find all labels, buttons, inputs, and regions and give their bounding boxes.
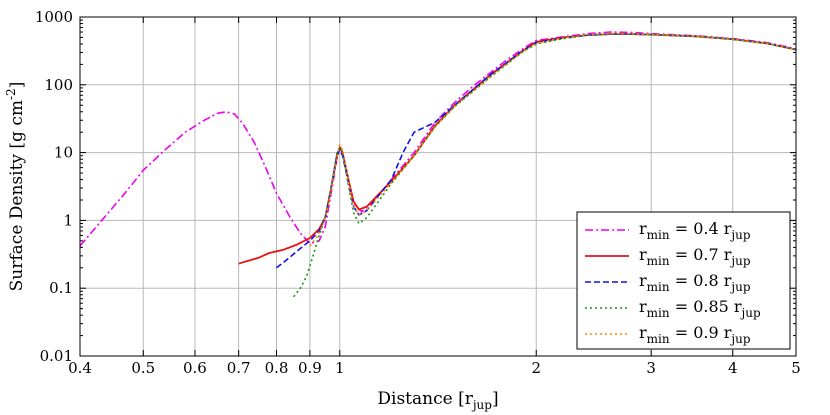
x-tick-label: 0.6 xyxy=(183,359,207,377)
y-axis-title: Surface Density [g cm-2] xyxy=(4,82,27,292)
legend-label-sub: min xyxy=(647,332,670,346)
series-lines xyxy=(79,31,797,298)
x-axis-title-sub: jup xyxy=(471,398,492,412)
legend-label-2: rmin = 0.7 rjup xyxy=(639,245,751,268)
x-tick-label: 0.9 xyxy=(298,359,322,377)
legend-label-sub2: jup xyxy=(729,254,750,268)
legend-label-5: rmin = 0.9 rjup xyxy=(639,323,751,346)
x-axis-title-base: Distance [r xyxy=(377,389,473,409)
legend-label-sub: min xyxy=(647,228,670,242)
series-line-5 xyxy=(309,32,797,247)
axis-ticks: 0.4 0.5 0.6 0.7 0.8 0.9 1 2 3 4 5 0.01 0.1 1 10 100 1000 xyxy=(35,8,801,377)
y-tick-label: 0.1 xyxy=(49,279,73,297)
y-axis-title-end: ] xyxy=(7,82,27,89)
legend-box xyxy=(576,211,791,350)
y-tick-label: 0.01 xyxy=(40,347,73,365)
legend-label-base: r xyxy=(639,219,647,238)
y-tick-label: 1 xyxy=(63,211,73,229)
legend-label-mid: = 0.9 r xyxy=(670,323,732,342)
legend-label-mid: = 0.7 r xyxy=(670,245,732,264)
x-axis-title-end: ] xyxy=(492,389,499,409)
legend-label-base: r xyxy=(639,245,647,264)
y-axis-title-sup: -2 xyxy=(4,88,18,100)
legend-label-sub2: jup xyxy=(740,306,761,320)
series-line-4 xyxy=(293,33,797,298)
legend-label-sub2: jup xyxy=(729,280,750,294)
legend-label-mid: = 0.85 r xyxy=(670,297,742,316)
plot-frame xyxy=(79,16,797,357)
y-tick-label: 100 xyxy=(44,76,73,94)
legend-label-3: rmin = 0.8 rjup xyxy=(639,271,751,294)
x-axis-title: Distance [rjup] xyxy=(377,389,498,412)
legend-label-sub: min xyxy=(647,306,670,320)
x-tick-label: 4 xyxy=(728,359,738,377)
legend-label-1: rmin = 0.4 rjup xyxy=(639,219,751,242)
legend-label-sub2: jup xyxy=(729,228,750,242)
legend-label-mid: = 0.8 r xyxy=(670,271,732,290)
legend-label-sub: min xyxy=(647,280,670,294)
legend-label-base: r xyxy=(639,323,647,342)
y-tick-label: 1000 xyxy=(35,8,73,26)
y-axis-title-base: Surface Density [g cm xyxy=(7,100,27,291)
x-tick-label: 0.8 xyxy=(265,359,289,377)
legend-label-mid: = 0.4 r xyxy=(670,219,732,238)
legend-label-base: r xyxy=(639,297,647,316)
x-tick-label: 0.7 xyxy=(227,359,251,377)
legend-label-sub: min xyxy=(647,254,670,268)
x-tick-label: 5 xyxy=(791,359,801,377)
y-tick-label: 10 xyxy=(54,144,73,162)
x-tick-label: 0.4 xyxy=(68,359,92,377)
x-tick-label: 2 xyxy=(531,359,541,377)
legend-label-base: r xyxy=(639,271,647,290)
x-tick-label: 0.5 xyxy=(131,359,155,377)
legend-label-4: rmin = 0.85 rjup xyxy=(639,297,761,320)
x-tick-label: 3 xyxy=(646,359,656,377)
x-tick-label: 1 xyxy=(335,359,345,377)
legend-label-sub2: jup xyxy=(729,332,750,346)
